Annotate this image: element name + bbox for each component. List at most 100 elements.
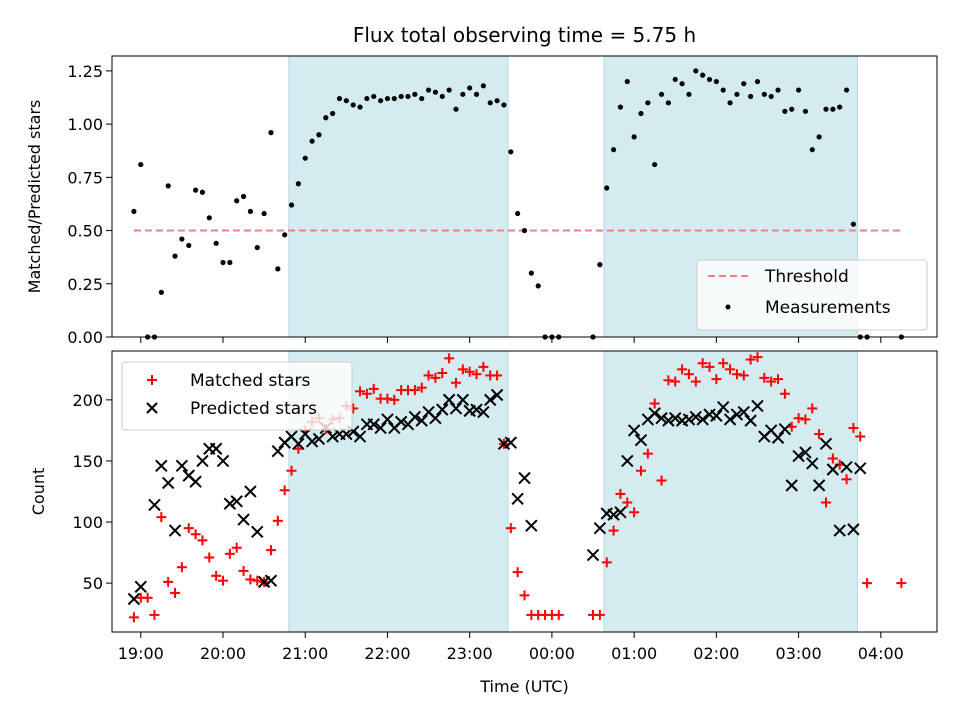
matched-star-point <box>464 366 475 377</box>
matched-star-point <box>759 372 770 383</box>
measurement-point <box>631 134 637 140</box>
measurement-points <box>131 68 904 340</box>
bottom-legend-box <box>121 361 353 431</box>
predicted-star-point <box>161 476 175 490</box>
matched-star-point <box>841 474 852 485</box>
measurement-point <box>679 81 685 87</box>
predicted-star-point <box>484 393 497 407</box>
measurement-point <box>768 93 774 100</box>
matched-star-point <box>478 361 489 372</box>
predicted-star-point <box>394 415 408 429</box>
matched-star-point <box>663 375 674 386</box>
measurement-point <box>480 83 486 89</box>
y-tick-label: 150 <box>72 452 103 471</box>
measurement-point <box>652 161 658 168</box>
matched-star-point <box>553 609 564 620</box>
measurement-point <box>357 104 363 110</box>
measurement-point <box>816 134 822 140</box>
top-legend: Threshold Measurements <box>696 259 928 331</box>
measurement-point <box>528 270 534 276</box>
matched-star-point <box>649 398 660 409</box>
matched-star-point <box>197 535 208 546</box>
measurement-point <box>309 138 315 144</box>
matched-star-point <box>704 361 715 372</box>
predicted-star-point <box>744 414 757 427</box>
predicted-star-point <box>778 422 792 436</box>
measurement-point <box>364 95 370 102</box>
matched-star-point <box>176 562 187 573</box>
measurement-point <box>501 102 507 108</box>
predicted-star-point <box>593 521 607 535</box>
predicted-star-point <box>586 548 600 562</box>
matched-star-point <box>697 358 708 369</box>
measurement-point <box>378 98 384 104</box>
measurement-point <box>282 232 288 238</box>
bottom-axes-frame <box>111 350 938 633</box>
predicted-star-point <box>847 523 860 536</box>
measurement-point <box>391 95 397 102</box>
y-tick-label: 0.50 <box>67 222 103 241</box>
predicted-star-point <box>826 463 840 476</box>
predicted-star-point <box>470 403 483 416</box>
predicted-star-point <box>134 580 147 594</box>
matched-star-point <box>361 388 372 399</box>
measurement-point <box>748 93 754 100</box>
predicted-star-point <box>689 410 703 424</box>
matched-star-point <box>807 403 818 414</box>
measurement-point <box>158 289 164 295</box>
measurement-point <box>316 132 322 138</box>
predicted-star-point <box>771 431 785 444</box>
measurement-point <box>295 181 301 187</box>
matched-stars-points <box>128 352 907 623</box>
measurement-point <box>247 208 254 215</box>
matched-star-point <box>779 388 790 399</box>
matched-star-point <box>128 612 139 623</box>
matched-star-point <box>272 515 283 526</box>
bottom-y-ticks: 50 100 150 200 <box>72 391 112 593</box>
matched-star-point <box>745 354 756 365</box>
measurement-point <box>261 210 267 217</box>
measurement-point <box>371 93 377 100</box>
matched-star-point <box>156 512 167 523</box>
measurement-point <box>138 161 144 168</box>
predicted-star-point <box>525 519 538 532</box>
matched-star-point <box>862 578 873 589</box>
measurement-point <box>761 91 767 97</box>
predicted-star-point <box>209 442 223 455</box>
measurement-point <box>419 95 425 102</box>
measurement-point <box>727 100 733 106</box>
measurement-point <box>467 85 473 91</box>
predicted-star-point <box>155 459 168 473</box>
matched-star-point <box>505 523 516 534</box>
predicted-star-point <box>648 407 661 420</box>
measurement-point <box>823 106 829 112</box>
matched-star-point <box>766 376 777 387</box>
measurement-point <box>508 149 514 155</box>
matched-star-point <box>738 370 749 381</box>
predicted-star-point <box>751 399 764 413</box>
predicted-star-point <box>408 410 422 424</box>
matched-star-point <box>211 570 222 581</box>
measurement-point <box>706 76 713 83</box>
bottom-panel: 50 100 150 200 19:00 20:00 21:00 22:00 23:00 00:… <box>29 350 938 696</box>
measurement-point <box>713 78 719 85</box>
measurement-point <box>453 106 459 112</box>
predicted-star-point <box>833 524 846 537</box>
x-tick-label: 02:00 <box>693 644 739 663</box>
predicted-star-point <box>326 430 339 443</box>
predicted-star-point <box>806 457 819 470</box>
matched-star-point <box>190 529 201 540</box>
measurement-point <box>850 221 857 227</box>
measurement-point <box>515 210 521 217</box>
matched-star-point <box>512 567 523 578</box>
matched-star-point <box>855 431 866 442</box>
measurement-point <box>494 98 500 104</box>
matched-star-point <box>231 542 242 553</box>
predicted-star-point <box>429 411 442 425</box>
predicted-star-point <box>627 424 641 437</box>
predicted-star-point <box>189 475 202 488</box>
top-legend-box <box>696 259 928 331</box>
measurement-point <box>686 91 692 97</box>
predicted-star-point <box>518 471 531 485</box>
x-tick-label: 04:00 <box>858 644 904 663</box>
